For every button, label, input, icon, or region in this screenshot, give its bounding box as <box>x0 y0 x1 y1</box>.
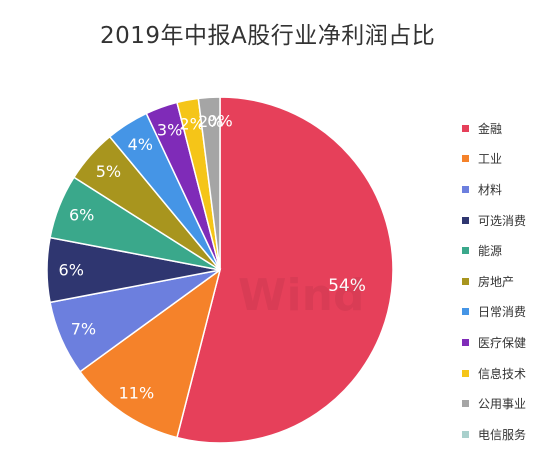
legend-swatch <box>462 338 469 346</box>
legend-item-1: 工业 <box>462 144 526 175</box>
legend-swatch <box>462 369 469 377</box>
legend-label: 电信服务 <box>478 427 527 442</box>
legend-swatch <box>462 216 469 224</box>
legend-label: 可选消费 <box>478 213 527 228</box>
slice-value-label-5: 5% <box>96 162 121 181</box>
legend-swatch <box>462 277 469 285</box>
slice-value-label-8: 2% <box>179 114 204 133</box>
legend-item-9: 公用事业 <box>462 388 526 419</box>
legend-label: 公用事业 <box>478 397 527 412</box>
pie-slice-9 <box>197 96 221 271</box>
pie-slice-0 <box>176 96 394 444</box>
legend-item-8: 信息技术 <box>462 358 526 389</box>
legend-label: 能源 <box>478 244 503 259</box>
legend-label: 金融 <box>478 121 503 136</box>
slice-value-label-4: 6% <box>69 206 94 225</box>
slice-value-label-1: 11% <box>119 384 155 403</box>
legend-item-2: 材料 <box>462 174 526 205</box>
slice-value-label-2: 7% <box>71 320 96 339</box>
legend-label: 工业 <box>478 152 503 167</box>
legend-item-4: 能源 <box>462 235 526 266</box>
slice-value-label-0: 54% <box>328 276 366 296</box>
legend-item-0: 金融 <box>462 113 526 144</box>
watermark: Wind <box>238 270 365 321</box>
legend-label: 材料 <box>478 182 503 197</box>
legend-item-5: 房地产 <box>462 266 526 297</box>
slice-value-label-10: 0% <box>207 112 232 131</box>
slice-value-label-7: 3% <box>157 121 182 140</box>
slice-value-label-6: 4% <box>128 135 153 154</box>
legend-swatch <box>462 308 469 316</box>
legend-swatch <box>462 247 469 255</box>
legend-swatch <box>462 185 469 193</box>
legend-item-10: 电信服务 <box>462 419 526 450</box>
legend-swatch <box>462 124 469 132</box>
chart-title: 2019年中报A股行业净利润占比 <box>100 23 436 49</box>
slice-value-label-9: 2% <box>198 112 223 131</box>
legend-item-3: 可选消费 <box>462 205 526 236</box>
legend-swatch <box>462 430 469 438</box>
legend-item-6: 日常消费 <box>462 297 526 328</box>
legend-label: 房地产 <box>478 274 515 289</box>
slice-value-label-3: 6% <box>59 261 84 280</box>
legend-swatch <box>462 155 469 163</box>
pie-slice-1 <box>78 268 222 439</box>
legend-label: 日常消费 <box>478 305 527 320</box>
legend-item-7: 医疗保健 <box>462 327 526 358</box>
legend: 金融工业材料可选消费能源房地产日常消费医疗保健信息技术公用事业电信服务 <box>462 113 526 450</box>
legend-swatch <box>462 400 469 408</box>
legend-label: 信息技术 <box>478 366 527 381</box>
legend-label: 医疗保健 <box>478 335 527 350</box>
